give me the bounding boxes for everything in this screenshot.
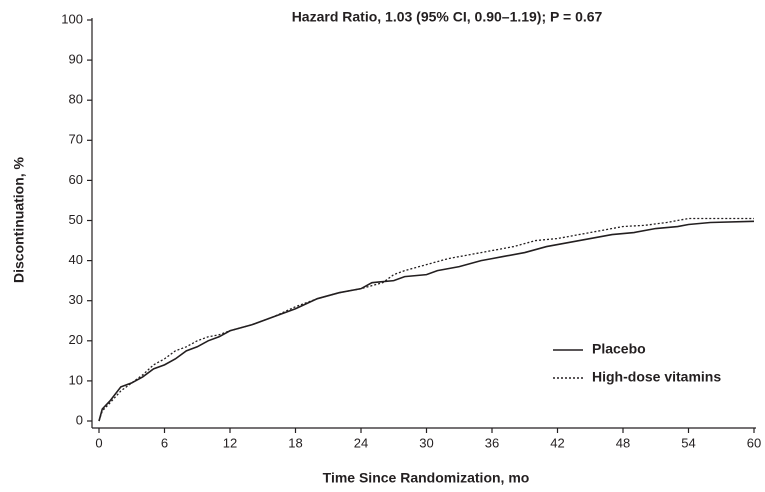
y-tick-label: 10 [69, 372, 83, 387]
y-axis-label: Discontinuation, % [11, 156, 27, 283]
chart-title: Hazard Ratio, 1.03 (95% CI, 0.90–1.19); … [292, 9, 603, 25]
legend-label: High-dose vitamins [592, 369, 721, 385]
x-tick-label: 30 [419, 435, 433, 450]
y-tick-label: 90 [69, 52, 83, 67]
legend-label: Placebo [592, 341, 646, 357]
y-tick-label: 70 [69, 132, 83, 147]
x-tick-label: 60 [747, 435, 761, 450]
x-tick-label: 48 [616, 435, 630, 450]
x-tick-label: 12 [223, 435, 237, 450]
x-tick-label: 42 [550, 435, 564, 450]
y-tick-label: 40 [69, 252, 83, 267]
y-tick-label: 60 [69, 172, 83, 187]
y-tick-label: 0 [76, 412, 83, 427]
x-tick-label: 0 [95, 435, 102, 450]
x-tick-label: 6 [161, 435, 168, 450]
x-axis-label: Time Since Randomization, mo [323, 470, 530, 486]
series-line [98, 220, 755, 422]
x-tick-label: 18 [288, 435, 302, 450]
y-tick-label: 50 [69, 212, 83, 227]
y-tick-label: 80 [69, 92, 83, 107]
x-tick-label: 54 [681, 435, 695, 450]
y-tick-label: 30 [69, 292, 83, 307]
series-line [98, 217, 754, 422]
x-tick-label: 36 [485, 435, 499, 450]
y-tick-label: 20 [69, 332, 83, 347]
x-tick-label: 24 [354, 435, 368, 450]
y-tick-label: 100 [61, 11, 83, 26]
